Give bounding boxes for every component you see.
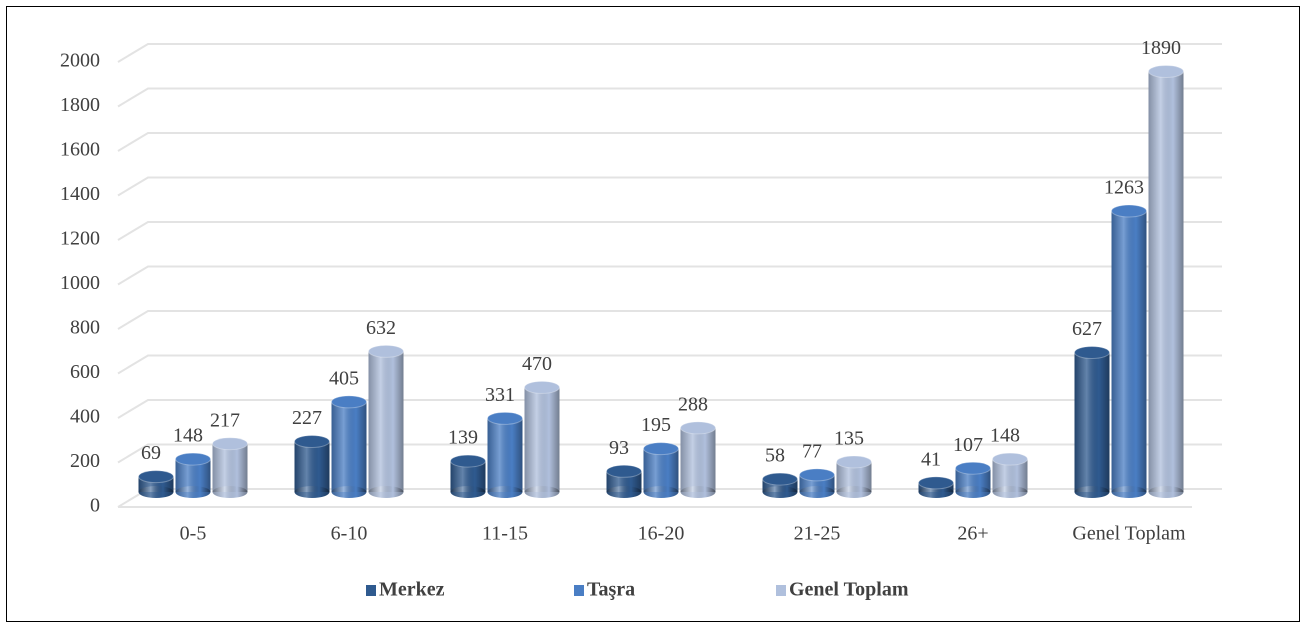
data-label: 107	[953, 434, 983, 456]
legend-swatch	[366, 585, 376, 596]
grid-line	[117, 443, 1222, 464]
legend-text: Genel Toplam	[789, 579, 909, 601]
bar	[1111, 204, 1147, 498]
y-tick-label: 1400	[60, 183, 100, 205]
y-tick-label: 1600	[60, 139, 100, 161]
bar	[138, 470, 174, 498]
bar	[918, 476, 954, 498]
x-tick-label: 0-5	[180, 523, 207, 545]
bar	[680, 421, 716, 498]
bar	[955, 461, 991, 498]
x-tick-label: 21-25	[794, 523, 841, 545]
y-tick-label: 2000	[60, 50, 100, 72]
data-label: 405	[329, 367, 359, 389]
data-label: 139	[448, 427, 478, 449]
data-label: 41	[921, 448, 941, 470]
data-label: 77	[802, 440, 822, 462]
bar	[175, 452, 211, 498]
bar	[368, 344, 404, 498]
grid-line	[117, 132, 1222, 152]
data-label: 1890	[1141, 37, 1181, 59]
bar	[643, 442, 679, 498]
legend-text: Taşra	[587, 579, 635, 601]
data-label: 1263	[1104, 177, 1144, 199]
x-tick-label: Genel Toplam	[1072, 523, 1186, 545]
data-label: 148	[173, 425, 203, 447]
x-tick-label: 6-10	[331, 523, 368, 545]
y-tick-label: 400	[70, 406, 100, 428]
bar	[294, 434, 330, 498]
bar	[212, 437, 248, 498]
grid-line	[117, 265, 1222, 286]
y-tick-label: 0	[90, 495, 100, 517]
y-tick-label: 800	[70, 317, 100, 339]
data-label: 148	[990, 425, 1020, 447]
legend-text: Merkez	[379, 579, 445, 601]
grid-line	[117, 176, 1222, 197]
data-label: 195	[641, 414, 671, 436]
bar	[836, 455, 872, 498]
data-label: 227	[292, 407, 322, 429]
bar	[487, 411, 523, 498]
bar	[1148, 64, 1184, 498]
bar	[524, 380, 560, 498]
bar	[450, 454, 486, 498]
bar	[992, 452, 1028, 498]
data-label: 93	[609, 437, 629, 459]
data-label: 331	[485, 384, 515, 406]
grid-line	[117, 354, 1222, 375]
data-label: 69	[141, 442, 161, 464]
grid-line	[117, 221, 1222, 241]
y-tick-label: 1000	[60, 272, 100, 294]
bar	[799, 468, 835, 498]
data-label: 470	[522, 353, 552, 375]
x-tick-label: 11-15	[482, 523, 528, 545]
data-label: 58	[765, 445, 785, 467]
chart-border	[6, 6, 1300, 622]
data-label: 288	[678, 394, 708, 416]
y-tick-label: 600	[70, 361, 100, 383]
bar	[762, 472, 798, 498]
x-tick-label: 26+	[957, 523, 988, 545]
bar	[606, 464, 642, 498]
grid-line	[117, 87, 1222, 108]
data-label: 217	[210, 409, 240, 431]
legend-swatch	[574, 585, 584, 596]
data-label: 135	[834, 428, 864, 450]
y-tick-label: 200	[70, 450, 100, 472]
data-label: 627	[1072, 318, 1102, 340]
bar	[1074, 345, 1110, 498]
grid-line	[117, 399, 1222, 419]
y-tick-label: 1200	[60, 228, 100, 250]
x-tick-label: 16-20	[638, 523, 685, 545]
bar	[331, 395, 367, 498]
legend-swatch	[776, 585, 786, 596]
grid-line	[117, 310, 1222, 330]
grid-line	[117, 43, 1222, 63]
y-tick-label: 1800	[60, 94, 100, 116]
data-label: 632	[366, 317, 396, 339]
